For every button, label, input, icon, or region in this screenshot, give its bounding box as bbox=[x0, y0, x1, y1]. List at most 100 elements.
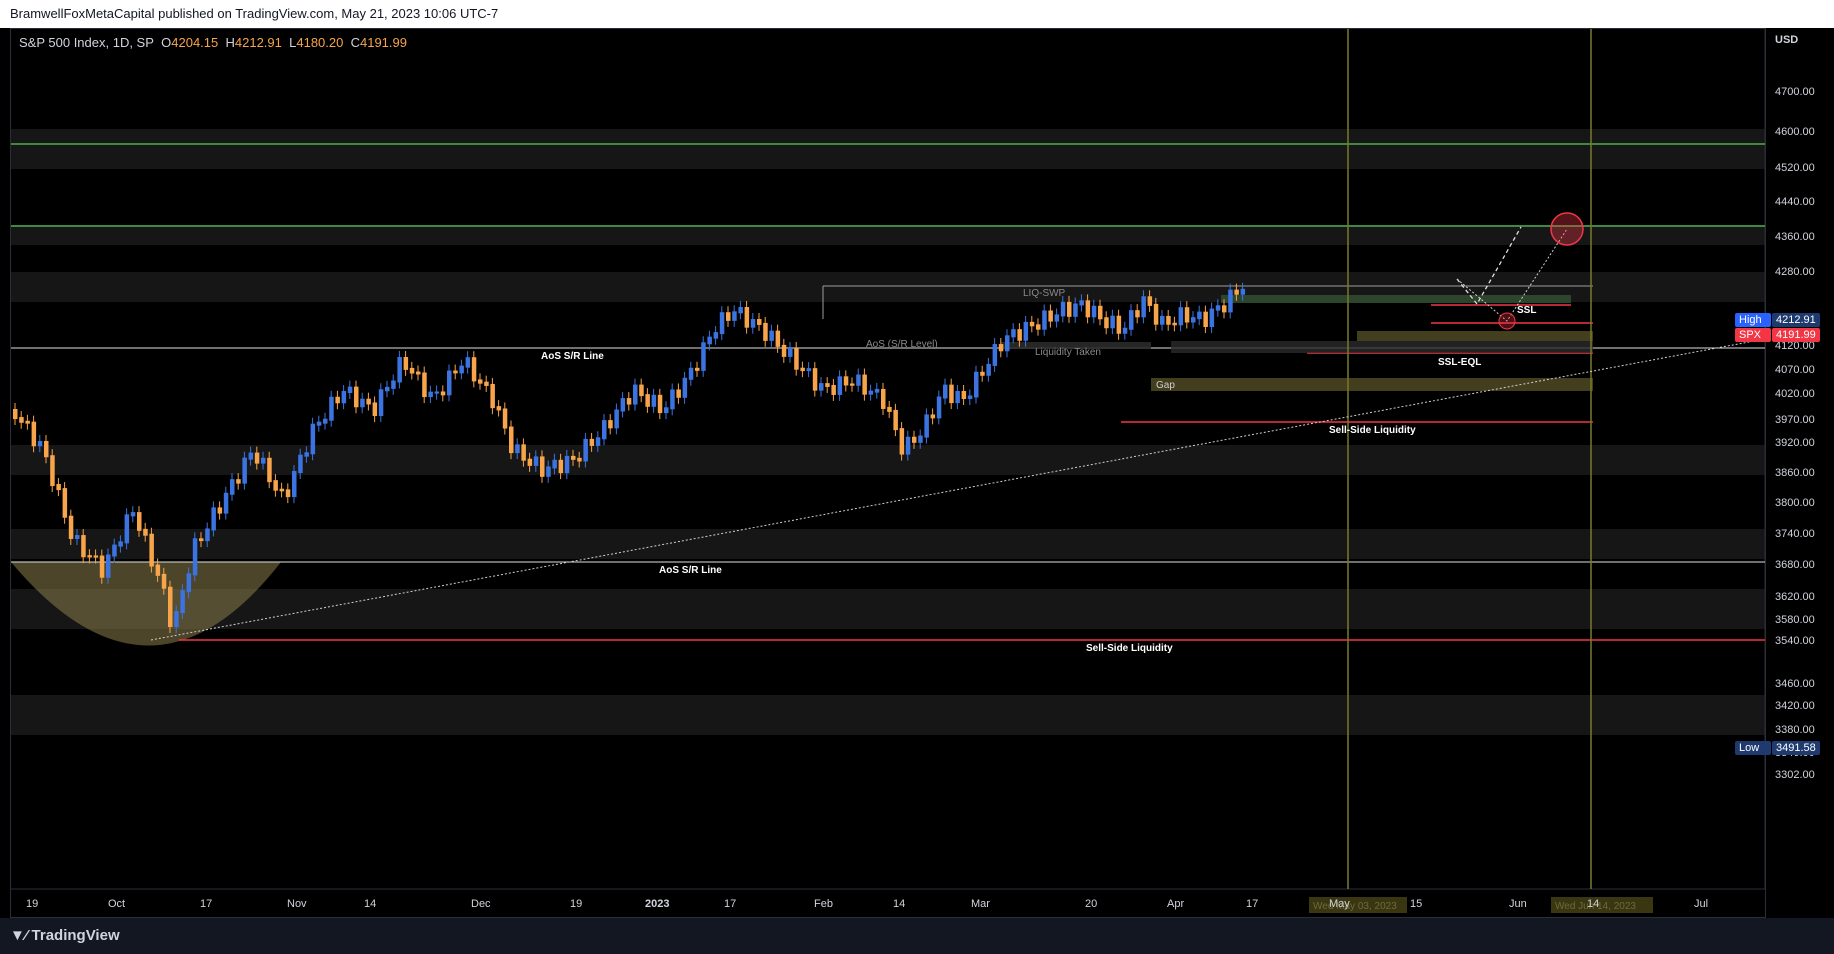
time-tick-label: 17 bbox=[724, 898, 737, 910]
aos-sr-label-upper: AoS S/R Line bbox=[541, 351, 604, 362]
time-tick-label: Apr bbox=[1167, 898, 1185, 910]
price-tick-label: 3800.00 bbox=[1775, 497, 1815, 509]
target-circle[interactable] bbox=[1550, 212, 1584, 246]
projection-path-dotted bbox=[1456, 228, 1568, 322]
liquidity-taken-zone[interactable] bbox=[1171, 341, 1593, 353]
sell-side-label-lower: Sell-Side Liquidity bbox=[1086, 643, 1173, 654]
candle-body bbox=[967, 395, 973, 400]
time-tick-label: 17 bbox=[200, 898, 213, 910]
candle-body bbox=[1036, 324, 1041, 330]
candle-body bbox=[527, 458, 533, 466]
price-tick-label: 4520.00 bbox=[1775, 162, 1815, 174]
candle-body bbox=[44, 440, 49, 458]
zone-band bbox=[11, 445, 1765, 475]
tradingview-logo[interactable]: ▼⁄ TradingView bbox=[10, 927, 120, 944]
candle-body bbox=[19, 417, 24, 423]
candle-body bbox=[478, 379, 483, 384]
rounded-bottom-shape bbox=[11, 562, 281, 646]
ohlc-legend: S&P 500 Index, 1D, SP O4204.15 H4212.91 … bbox=[19, 35, 407, 50]
footer-bar: ▼⁄ TradingView bbox=[0, 918, 1834, 954]
candle-body bbox=[788, 348, 793, 357]
candle-body bbox=[211, 507, 216, 531]
candle-body bbox=[13, 409, 18, 420]
time-tick-label: Mar bbox=[971, 898, 990, 910]
candle-body bbox=[577, 457, 582, 462]
candle-body bbox=[496, 406, 502, 411]
candle-body bbox=[961, 390, 967, 400]
publish-text: BramwellFoxMetaCapital published on Trad… bbox=[10, 6, 499, 21]
candle-body bbox=[354, 386, 359, 408]
time-tick-label: Oct bbox=[108, 898, 126, 910]
time-tick-label: 15 bbox=[1410, 898, 1423, 910]
candle-body bbox=[899, 428, 905, 455]
gap-zone[interactable] bbox=[1151, 378, 1593, 391]
candle-body bbox=[416, 371, 421, 375]
liq-swp-zone[interactable] bbox=[1221, 295, 1571, 303]
publish-header: BramwellFoxMetaCapital published on Trad… bbox=[0, 0, 1834, 28]
candle-body bbox=[106, 554, 111, 578]
candle-body bbox=[905, 436, 911, 455]
candle-body bbox=[180, 590, 185, 614]
candle-body bbox=[323, 418, 328, 424]
candle-body bbox=[974, 371, 979, 398]
candle-body bbox=[1005, 335, 1010, 352]
candle-body bbox=[112, 544, 117, 557]
price-tick-label: 3460.00 bbox=[1775, 678, 1815, 690]
price-tick-label: 4600.00 bbox=[1775, 126, 1815, 138]
symbol-name[interactable]: S&P 500 Index, 1D, SP bbox=[19, 35, 154, 50]
chart-pane[interactable]: AoS S/R Line AoS S/R Line AoS (S/R Level… bbox=[10, 28, 1766, 918]
candle-body bbox=[887, 406, 892, 412]
candle-body bbox=[719, 312, 725, 335]
candle-body bbox=[1054, 314, 1060, 322]
candle-body bbox=[168, 586, 173, 627]
aos-level-zone[interactable] bbox=[1001, 342, 1151, 349]
sell-side-label-upper: Sell-Side Liquidity bbox=[1329, 425, 1416, 436]
candle-body bbox=[1098, 305, 1103, 320]
candle-body bbox=[1215, 305, 1221, 311]
candle-body bbox=[1153, 303, 1159, 325]
candle-body bbox=[868, 390, 874, 395]
dotted-trendline[interactable] bbox=[150, 338, 1766, 641]
price-tick-label: 4020.00 bbox=[1775, 388, 1815, 400]
candle-body bbox=[1067, 301, 1072, 317]
candle-body bbox=[236, 479, 241, 484]
candle-body bbox=[757, 319, 762, 325]
candle-body bbox=[62, 488, 68, 518]
candle-body bbox=[1178, 307, 1184, 326]
price-tick-label: 3620.00 bbox=[1775, 591, 1815, 603]
candle-body bbox=[1172, 322, 1177, 326]
high-tag-value: 4212.91 bbox=[1772, 313, 1820, 327]
supply-box[interactable] bbox=[1357, 331, 1593, 341]
date-marker-text-1: Wed May 03, 2023 bbox=[1313, 901, 1397, 912]
last-price-label: SPX bbox=[1735, 328, 1771, 342]
candle-body bbox=[651, 394, 657, 407]
candle-body bbox=[99, 555, 105, 578]
candle-body bbox=[943, 384, 948, 399]
candle-body bbox=[174, 611, 179, 627]
aos-sr-label-lower: AoS S/R Line bbox=[659, 565, 722, 576]
candle-body bbox=[1079, 300, 1084, 306]
candle-body bbox=[595, 437, 601, 446]
zone-band bbox=[11, 589, 1765, 629]
candle-body bbox=[298, 454, 303, 473]
candle-body bbox=[620, 398, 626, 412]
candle-body bbox=[366, 398, 371, 405]
candle-body bbox=[633, 384, 638, 405]
candle-body bbox=[645, 394, 650, 407]
price-tick-label: 4070.00 bbox=[1775, 364, 1815, 376]
candle-body bbox=[81, 535, 86, 558]
zone-band bbox=[11, 225, 1765, 245]
candle-body bbox=[602, 420, 607, 440]
ssl-target-circle[interactable] bbox=[1498, 312, 1516, 330]
candle-body bbox=[1191, 317, 1196, 323]
candle-body bbox=[1091, 305, 1097, 318]
candle-body bbox=[850, 383, 855, 386]
candle-body bbox=[403, 357, 409, 370]
candle-body bbox=[509, 426, 514, 454]
candle-body bbox=[794, 348, 799, 370]
candle-body bbox=[186, 573, 192, 593]
candle-body bbox=[837, 376, 843, 395]
date-marker-text-2: Wed Jun 14, 2023 bbox=[1555, 901, 1636, 912]
zone-band bbox=[11, 529, 1765, 559]
candle-body bbox=[329, 396, 334, 421]
